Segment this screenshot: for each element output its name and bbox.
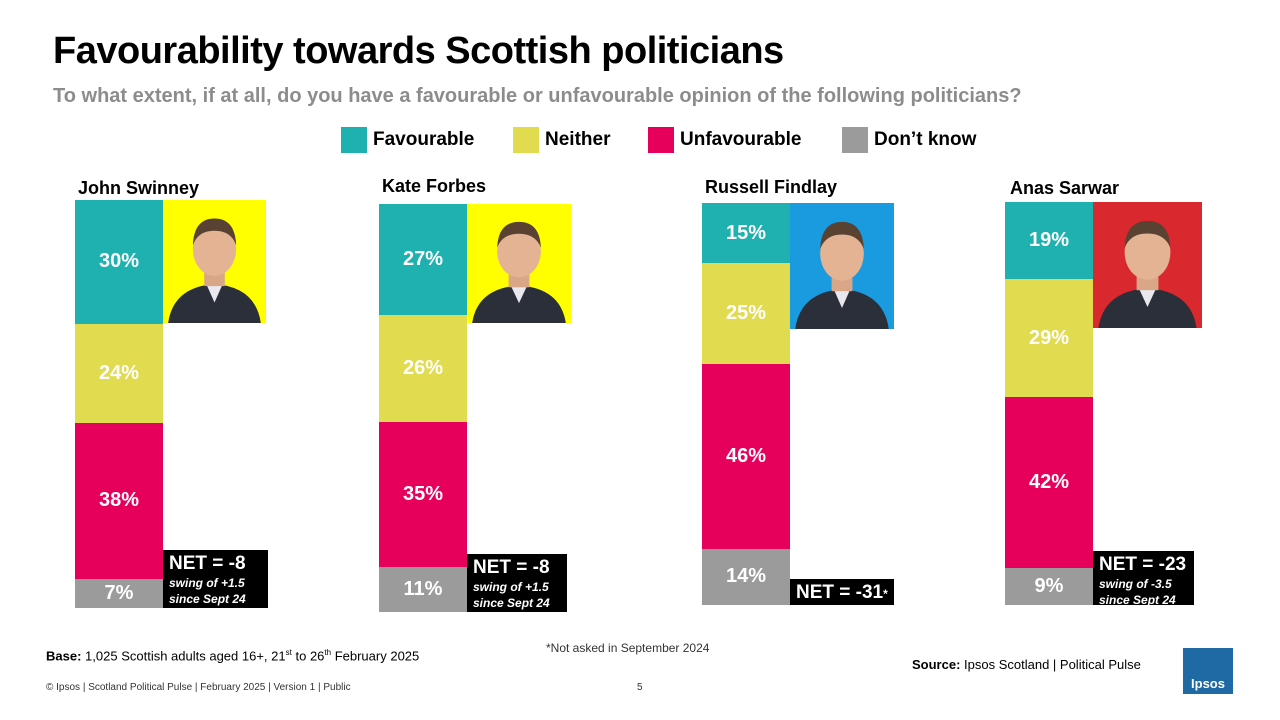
- person-icon: [1098, 220, 1197, 328]
- bar-segment-favourable: 30%: [75, 200, 163, 324]
- base-note: Base: 1,025 Scottish adults aged 16+, 21…: [46, 648, 419, 663]
- base-text-after: February 2025: [334, 648, 420, 664]
- legend: Favourable Neither Unfavourable Don’t know: [0, 126, 1280, 156]
- page-title: Favourability towards Scottish politicia…: [53, 30, 784, 72]
- page-number: 5: [637, 682, 643, 693]
- page-subtitle: To what extent, if at all, do you have a…: [53, 85, 1022, 107]
- bar-segment-don-t-know: 7%: [75, 579, 163, 608]
- net-score-box: NET = -23 swing of -3.5 since Sept 24: [1093, 551, 1194, 607]
- net-score: NET = -31*: [796, 582, 888, 603]
- bar-segment-favourable: 15%: [702, 203, 790, 264]
- data-label: 7%: [104, 582, 134, 605]
- base-sup1: st: [285, 648, 292, 657]
- bar-segment-unfavourable: 38%: [75, 422, 163, 580]
- politician-name: Anas Sarwar: [1010, 178, 1120, 198]
- data-label: 27%: [402, 248, 444, 271]
- data-label: 11%: [403, 577, 443, 600]
- bar-segment-unfavourable: 42%: [1005, 397, 1093, 569]
- base-text-mid: to 26: [295, 648, 325, 664]
- footer-text: © Ipsos | Scotland Political Pulse | Feb…: [46, 682, 351, 693]
- bar-segment-favourable: 19%: [1005, 202, 1093, 280]
- legend-swatch: [513, 127, 539, 153]
- swing-text: swing of +1.5: [169, 576, 245, 590]
- bar-segment-neither: 29%: [1005, 279, 1093, 398]
- footnote: *Not asked in September 2024: [546, 641, 710, 655]
- net-score-box: NET = -8 swing of +1.5 since Sept 24: [467, 554, 567, 612]
- data-label: 38%: [98, 489, 140, 512]
- source-note: Source: Ipsos Scotland | Political Pulse: [912, 657, 1141, 672]
- data-label: 15%: [725, 221, 767, 244]
- base-text-before: 1,025 Scottish adults aged 16+, 21: [85, 648, 286, 664]
- data-label: 24%: [98, 361, 140, 384]
- swing-text: swing of -3.5: [1099, 577, 1172, 591]
- footnote-marker: *: [883, 587, 888, 601]
- legend-item: Don’t know: [842, 126, 976, 154]
- bar-segment-don-t-know: 9%: [1005, 568, 1093, 605]
- bar-segment-unfavourable: 35%: [379, 422, 467, 567]
- ipsos-logo: Ipsos: [1183, 648, 1233, 694]
- base-label: Base:: [46, 648, 82, 664]
- legend-swatch: [341, 127, 367, 153]
- data-label: 26%: [402, 357, 444, 380]
- data-label: 25%: [725, 302, 767, 325]
- base-sup2: th: [324, 648, 332, 657]
- data-label: 30%: [98, 250, 140, 273]
- legend-item: Favourable: [341, 126, 474, 154]
- politician-photo: [467, 204, 571, 323]
- bar-segment-favourable: 27%: [379, 204, 467, 316]
- bar-segment-neither: 26%: [379, 315, 467, 423]
- bar-segment-neither: 25%: [702, 263, 790, 364]
- legend-label: Neither: [545, 129, 611, 150]
- bar-segment-neither: 24%: [75, 323, 163, 423]
- swing-since-text: since Sept 24: [169, 592, 246, 606]
- swing-since-text: since Sept 24: [473, 596, 550, 610]
- data-label: 14%: [725, 565, 767, 588]
- person-icon: [168, 218, 261, 323]
- legend-label: Unfavourable: [680, 129, 802, 150]
- data-label: 29%: [1028, 326, 1070, 349]
- data-label: 46%: [725, 444, 767, 467]
- politician-photo: [163, 200, 266, 323]
- net-score: NET = -23: [1099, 554, 1187, 575]
- politician-photo: [790, 203, 894, 329]
- politician-name: Kate Forbes: [382, 176, 487, 196]
- data-label: 42%: [1028, 471, 1070, 494]
- legend-label: Don’t know: [874, 129, 977, 150]
- legend-label: Favourable: [373, 129, 475, 150]
- legend-swatch: [842, 127, 868, 153]
- legend-item: Neither: [513, 126, 610, 154]
- bar-segment-don-t-know: 14%: [702, 548, 790, 605]
- person-icon: [795, 221, 889, 329]
- net-score: NET = -8: [169, 553, 246, 574]
- swing-text: swing of +1.5: [473, 580, 549, 594]
- bar-segment-unfavourable: 46%: [702, 363, 790, 549]
- net-score-box: NET = -8 swing of +1.5 since Sept 24: [163, 550, 268, 608]
- source-text: Ipsos Scotland | Political Pulse: [964, 657, 1141, 672]
- bar-segment-don-t-know: 11%: [379, 566, 467, 612]
- data-label: 9%: [1034, 575, 1064, 598]
- swing-since-text: since Sept 24: [1099, 593, 1176, 607]
- source-label: Source:: [912, 657, 961, 672]
- politician-photo: [1093, 202, 1202, 328]
- politician-name: John Swinney: [78, 178, 200, 198]
- person-icon: [472, 221, 566, 323]
- legend-swatch: [648, 127, 674, 153]
- legend-item: Unfavourable: [648, 126, 801, 154]
- net-score-box: NET = -31*: [790, 579, 894, 605]
- politician-name: Russell Findlay: [705, 177, 838, 197]
- data-label: 19%: [1028, 229, 1070, 252]
- net-score: NET = -8: [473, 557, 550, 578]
- data-label: 35%: [402, 483, 444, 506]
